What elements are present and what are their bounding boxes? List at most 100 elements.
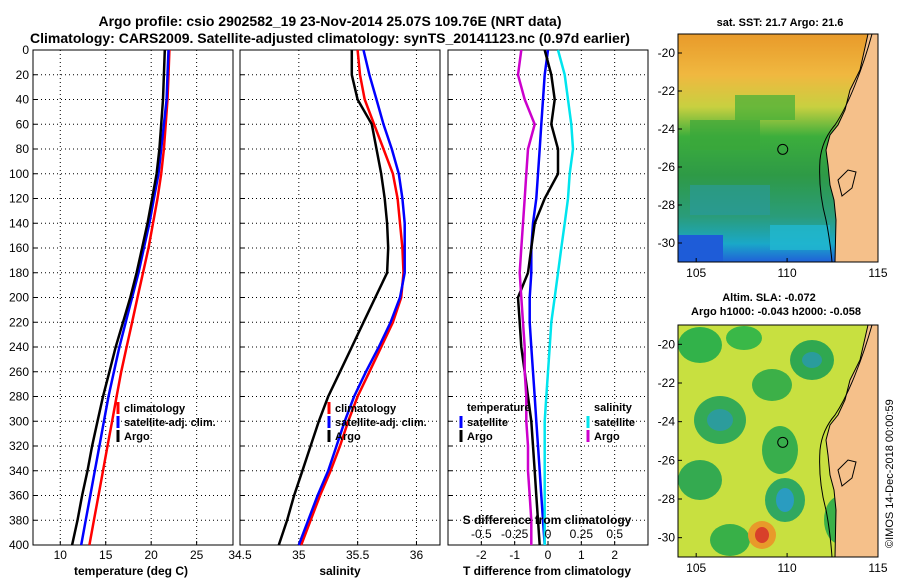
map-x-tick-label: 110: [778, 561, 797, 575]
y-tick-label: 60: [16, 117, 30, 131]
x-tick-label: 20: [145, 548, 159, 562]
series-line-climatology: [88, 49, 171, 546]
series-line-s-argo: [516, 49, 537, 545]
map-y-tick-label: -20: [658, 46, 676, 60]
sst-map-axes: 105 110 115 -20 -22 -24 -26 -28 -30: [658, 46, 888, 280]
y-tick-label: 240: [9, 340, 29, 354]
sla-map-title-line1: Altim. SLA: -0.072: [722, 292, 816, 304]
sla-eddy: [678, 460, 722, 500]
legend-label-t-satellite: satellite: [467, 417, 508, 429]
sla-eddy: [710, 524, 750, 556]
imos-watermark: ©IMOS 14-Dec-2018 00:00:59: [884, 399, 896, 548]
map-y-tick-label: -24: [658, 415, 676, 429]
land-australia: [825, 34, 878, 262]
difference-legend: temperature salinity satellite Argo sate…: [459, 402, 635, 443]
isobath: [819, 34, 873, 262]
legend-label-s-satellite: satellite: [594, 417, 635, 429]
difference-plot: -2 -1 0 1 2 -0.5 -0.25 0 0.25 0.5: [448, 49, 648, 562]
temperature-xlabel: temperature (deg C): [74, 564, 188, 578]
sst-map-frame: [677, 33, 879, 263]
sst-patch: [678, 235, 723, 262]
map-x-tick-label: 115: [868, 266, 887, 280]
y-tick-label: 200: [9, 291, 29, 305]
legend-label-satellite: satellite-adj. clim.: [335, 417, 427, 429]
salinity-plot: 34.5 35 35.5 36: [228, 49, 440, 562]
map-x-tick-label: 105: [686, 561, 706, 575]
profile-location-marker: [777, 436, 789, 448]
map-y-tick-label: -30: [658, 236, 676, 250]
map-y-tick-label: -20: [658, 337, 676, 351]
sla-eddy: [762, 426, 798, 474]
map-y-tick-label: -28: [658, 492, 676, 506]
sla-eddy: [726, 326, 762, 350]
top-x-tick-label: 0.25: [570, 527, 594, 541]
map-y-tick-label: -28: [658, 198, 676, 212]
map-y-tick-label: -26: [658, 453, 676, 467]
difference-top-xlabel: S difference from climatology: [463, 513, 632, 527]
difference-xlabel: T difference from climatology: [463, 564, 631, 578]
map-y-tick-label: -26: [658, 160, 676, 174]
sla-eddy: [678, 327, 722, 363]
x-tick-label: 25: [190, 548, 204, 562]
x-tick-label: 0: [545, 548, 552, 562]
y-tick-label: 180: [9, 266, 29, 280]
sla-map-title-line2: Argo h1000: -0.043 h2000: -0.058: [691, 306, 861, 318]
legend-label-argo: Argo: [335, 431, 361, 443]
figure-title-line1: Argo profile: csio 2902582_19 23-Nov-201…: [99, 13, 562, 29]
temperature-legend: climatology satellite-adj. clim. Argo: [116, 402, 216, 443]
x-tick-label: 10: [54, 548, 68, 562]
sla-eddy-core: [707, 409, 733, 431]
map-y-tick-label: -22: [658, 84, 676, 98]
map-y-tick-label: -24: [658, 122, 676, 136]
y-tick-label: 340: [9, 464, 29, 478]
top-x-tick-label: 0: [545, 527, 552, 541]
sst-patch: [770, 225, 830, 250]
y-tick-label: 400: [9, 538, 29, 552]
x-tick-label: 1: [578, 548, 585, 562]
x-tick-label: 36: [410, 548, 424, 562]
figure-title-line2: Climatology: CARS2009. Satellite-adjuste…: [30, 30, 630, 46]
legend-label-s-argo: Argo: [594, 431, 620, 443]
x-tick-label: 35: [292, 548, 306, 562]
y-tick-label: 80: [16, 142, 30, 156]
y-tick-label: 260: [9, 365, 29, 379]
x-tick-label: 34.5: [228, 548, 252, 562]
sla-map-frame: [677, 324, 879, 558]
series-line-argo: [277, 50, 390, 546]
y-tick-label: 0: [22, 43, 29, 57]
map-y-tick-label: -30: [658, 531, 676, 545]
x-tick-label: -2: [476, 548, 487, 562]
series-line-satellite-adj-clim-: [79, 49, 170, 546]
y-tick-label: 220: [9, 315, 29, 329]
legend-label-climatology: climatology: [124, 403, 186, 415]
y-tick-label: 140: [9, 216, 29, 230]
legend-title-temperature: temperature: [467, 402, 531, 414]
y-tick-label: 120: [9, 192, 29, 206]
x-tick-label: 15: [99, 548, 113, 562]
map-x-tick-label: 105: [686, 266, 706, 280]
x-tick-label: 2: [611, 548, 618, 562]
series-line-t-argo: [516, 49, 560, 546]
sla-eddy-core: [802, 352, 822, 368]
y-tick-label: 280: [9, 390, 29, 404]
sst-map-title: sat. SST: 21.7 Argo: 21.6: [717, 17, 844, 29]
salinity-legend: climatology satellite-adj. clim. Argo: [327, 402, 427, 443]
top-x-tick-label: -0.5: [471, 527, 492, 541]
x-tick-label: 35.5: [346, 548, 370, 562]
top-x-tick-label: -0.25: [501, 527, 529, 541]
legend-label-satellite: satellite-adj. clim.: [124, 417, 216, 429]
map-x-tick-label: 110: [778, 266, 797, 280]
y-tick-label: 320: [9, 439, 29, 453]
sst-patch: [735, 95, 795, 120]
y-tick-label: 40: [16, 93, 30, 107]
profile-location-marker: [777, 143, 789, 155]
legend-title-salinity: salinity: [594, 402, 633, 414]
land-australia: [825, 325, 878, 557]
sst-patch: [690, 120, 760, 150]
series-line-t-satellite: [528, 49, 550, 546]
salinity-xlabel: salinity: [319, 564, 361, 578]
y-tick-label: 360: [9, 489, 29, 503]
sla-eddy-core: [776, 488, 794, 512]
sla-map: [677, 324, 879, 558]
